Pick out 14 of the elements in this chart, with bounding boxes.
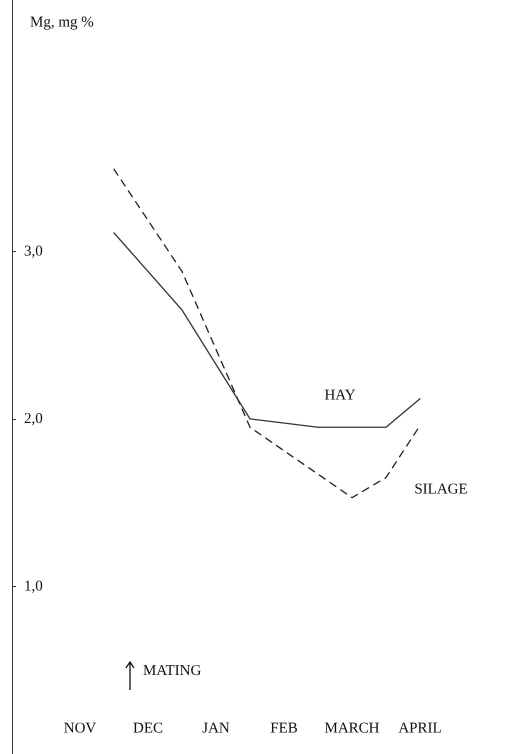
series-label: SILAGE <box>414 482 468 498</box>
annotation: MATING <box>143 663 202 680</box>
x-tick-label: JAN <box>202 720 230 736</box>
y-tick-label: 3,0 <box>24 243 43 260</box>
line-series <box>113 232 421 428</box>
x-tick-label: DEC <box>133 720 163 736</box>
x-tick-label: MARCH <box>324 720 380 736</box>
series-label: HAY <box>324 387 356 404</box>
x-tick-label: NOV <box>64 720 96 736</box>
x-tick-label: APRIL <box>398 720 442 736</box>
x-tick-label: FEB <box>270 720 298 736</box>
y-tick-label: 2,0 <box>24 410 43 427</box>
y-tick-label: 1,0 <box>24 578 43 594</box>
y-axis-title: Mg, mg % <box>30 14 94 30</box>
